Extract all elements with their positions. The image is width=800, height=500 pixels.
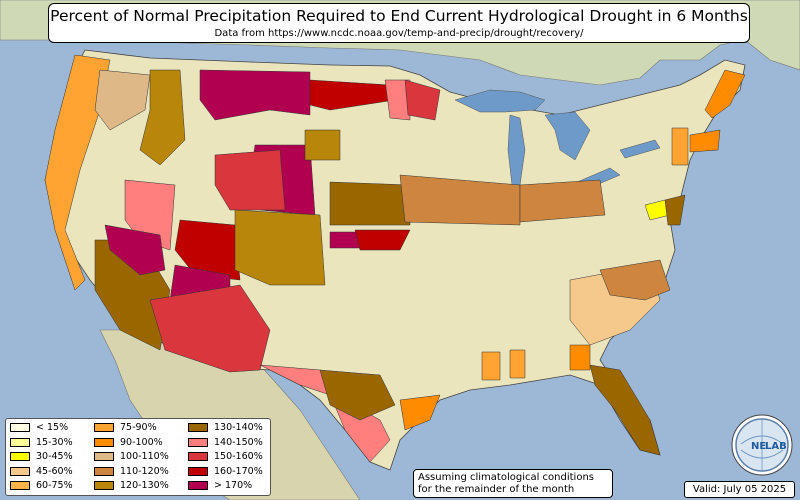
region-georgia-orange xyxy=(569,344,591,371)
region-kansas-red xyxy=(354,229,411,251)
region-idaho-brown xyxy=(139,69,186,166)
legend-item: 160-170% xyxy=(188,465,263,478)
legend-label: 160-170% xyxy=(214,465,263,477)
region-massachusetts-orange xyxy=(689,129,721,153)
legend-item: 45-60% xyxy=(10,465,73,478)
region-cal-magenta xyxy=(104,224,166,276)
legend-item: < 15% xyxy=(10,421,68,434)
title-box: Percent of Normal Precipitation Required… xyxy=(48,3,750,43)
region-gulf-orange-2 xyxy=(509,349,526,379)
legend-label: > 170% xyxy=(214,480,253,491)
lake-ontario xyxy=(619,139,661,159)
legend-label: 140-150% xyxy=(214,436,263,448)
legend-label: 15-30% xyxy=(36,436,73,448)
legend-swatch xyxy=(188,466,208,476)
map-subtitle: Data from https://www.ncdc.noaa.gov/temp… xyxy=(214,28,584,39)
legend-item: 60-75% xyxy=(10,479,73,492)
legend-label: 90-100% xyxy=(120,436,163,448)
region-ohio-brown xyxy=(519,179,606,223)
region-texas-brown xyxy=(319,369,396,421)
legend-swatch xyxy=(10,452,30,461)
region-ny-orange xyxy=(671,127,689,166)
legend-swatch xyxy=(10,466,30,476)
nelab-logo: NE LAB xyxy=(731,414,793,476)
legend-swatch xyxy=(188,437,208,447)
legend-swatch xyxy=(188,423,208,432)
region-nebraska-brown xyxy=(329,181,411,226)
map-title: Percent of Normal Precipitation Required… xyxy=(50,7,748,25)
legend-item: 15-30% xyxy=(10,436,73,449)
region-gulf-orange xyxy=(481,351,501,381)
note-line-1: Assuming climatological conditions xyxy=(418,472,594,483)
region-florida-brown xyxy=(589,364,661,456)
legend-label: 60-75% xyxy=(36,480,73,491)
legend-swatch xyxy=(94,481,114,490)
region-dakotas-brown xyxy=(304,129,341,161)
legend-item: 150-160% xyxy=(188,450,263,463)
logo-text-right: LAB xyxy=(765,441,787,452)
legend-label: 45-60% xyxy=(36,465,73,477)
legend-swatch xyxy=(188,452,208,461)
legend-swatch xyxy=(10,423,30,432)
region-wyoming-red xyxy=(214,149,286,211)
legend-swatch xyxy=(10,481,30,490)
legend-swatch xyxy=(188,481,208,490)
logo-text-left: NE xyxy=(751,441,766,452)
legend-item: 75-90% xyxy=(94,421,157,434)
region-minn-pink xyxy=(384,79,411,121)
legend-item: 90-100% xyxy=(94,436,163,449)
valid-date: Valid: July 05 2025 xyxy=(684,481,795,498)
region-montana-magenta xyxy=(199,69,311,121)
legend-label: 30-45% xyxy=(36,451,73,462)
legend-item: 130-140% xyxy=(188,421,263,434)
region-texas-orange xyxy=(399,394,441,431)
note-box: Assuming climatological conditions for t… xyxy=(413,469,613,498)
legend-swatch xyxy=(94,452,114,461)
legend-swatch xyxy=(94,423,114,432)
region-minn-red xyxy=(404,79,441,121)
legend-label: 120-130% xyxy=(120,480,169,491)
legend-swatch xyxy=(10,437,30,447)
region-virginia-brown xyxy=(664,194,686,226)
legend-label: 130-140% xyxy=(214,422,263,433)
legend-item: 30-45% xyxy=(10,450,73,463)
drought-regions xyxy=(44,54,746,463)
legend-swatch xyxy=(94,437,114,447)
legend-label: 110-120% xyxy=(120,465,169,477)
region-carolina-orange xyxy=(599,259,671,301)
legend-item: 120-130% xyxy=(94,479,169,492)
legend-item: > 170% xyxy=(188,479,252,492)
region-dakotas-red xyxy=(309,79,396,111)
legend-item: 140-150% xyxy=(188,436,263,449)
legend-swatch xyxy=(94,466,114,476)
legend-item: 100-110% xyxy=(94,450,169,463)
region-midwest-brown xyxy=(399,174,521,226)
note-line-2: for the remainder of the month xyxy=(418,484,575,495)
lake-huron xyxy=(544,111,591,161)
legend-label: < 15% xyxy=(36,422,69,433)
region-newengland-orange xyxy=(704,69,746,119)
region-nm-red xyxy=(149,284,271,373)
legend-label: 150-160% xyxy=(214,451,263,462)
lake-superior xyxy=(454,89,546,113)
region-colorado-brown xyxy=(234,209,326,286)
legend: < 15% 15-30% 30-45% 45-60% 60-75% 75-90% 90-10… xyxy=(5,418,271,496)
region-oregon-brown xyxy=(94,69,151,131)
legend-item: 110-120% xyxy=(94,465,169,478)
legend-label: 100-110% xyxy=(120,451,169,462)
legend-label: 75-90% xyxy=(120,422,157,433)
